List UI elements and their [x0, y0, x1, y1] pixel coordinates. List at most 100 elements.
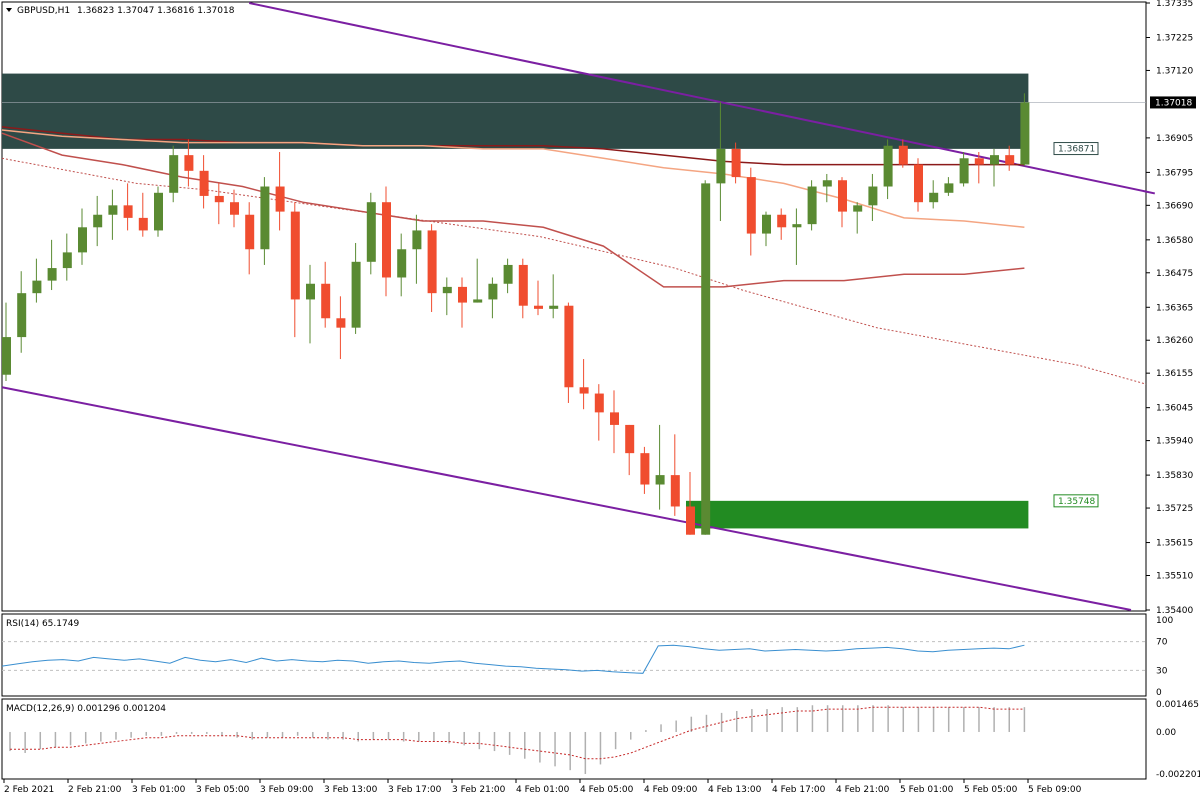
- candle-bull: [822, 180, 832, 187]
- candle-bear: [731, 148, 741, 178]
- candle-bull: [351, 261, 361, 328]
- price-tick-label: 1.37225: [1156, 34, 1193, 44]
- candle-bear: [427, 230, 437, 294]
- level-lower-box: [1053, 494, 1099, 508]
- candle-bear: [534, 305, 543, 309]
- candle-bear: [686, 506, 695, 535]
- level-upper-label: 1.36871: [1058, 145, 1095, 155]
- rsi-label: RSI(14) 65.1749: [6, 619, 79, 629]
- time-tick-label: 4 Feb 01:00: [516, 785, 570, 795]
- ma-dotted-line: [1, 157, 1147, 385]
- rsi-line: [1, 644, 1025, 674]
- time-axis: 2 Feb 2021 2 Feb 21:00 3 Feb 01:00 3 Feb 05…: [3, 779, 1082, 795]
- candle-bull: [260, 186, 270, 250]
- time-tick-label: 3 Feb 21:00: [452, 785, 506, 795]
- candle-bull: [108, 205, 118, 215]
- time-tick-label: 2 Feb 2021: [4, 785, 54, 795]
- current-price-box: [1150, 96, 1196, 109]
- candle-bull: [93, 214, 103, 228]
- candle-bull: [169, 155, 179, 193]
- candle-bear: [184, 155, 194, 171]
- candle-bear: [564, 305, 574, 388]
- price-tick-label: 1.36690: [1156, 201, 1193, 211]
- time-tick-label: 4 Feb 09:00: [644, 785, 698, 795]
- time-tick-label: 3 Feb 17:00: [388, 785, 442, 795]
- price-tick-label: 1.37335: [1156, 0, 1193, 9]
- candle-bear: [458, 286, 467, 303]
- candle-bull: [397, 249, 407, 278]
- candle-bull: [62, 252, 72, 269]
- candle-bull: [503, 264, 513, 284]
- candle-bear: [746, 177, 756, 234]
- time-tick-label: 4 Feb 21:00: [836, 785, 890, 795]
- symbol-dropdown-icon[interactable]: [6, 8, 12, 12]
- price-axis: 1.37335 1.37225 1.37120 1.36905 1.36795 1.366…: [1053, 0, 1196, 616]
- rsi-tick-label: 70: [1156, 638, 1168, 648]
- time-tick-label: 2 Feb 21:00: [68, 785, 122, 795]
- current-price-label: 1.37018: [1155, 98, 1192, 108]
- price-tick-label: 1.36475: [1156, 269, 1193, 279]
- candle-bear: [321, 283, 331, 319]
- level-upper-box: [1053, 142, 1099, 156]
- candle-bear: [640, 453, 650, 485]
- candle-bull: [17, 293, 27, 338]
- candle-bull: [959, 158, 969, 184]
- price-tick-label: 1.35830: [1156, 471, 1193, 481]
- channel-layer: [1, 2, 1156, 611]
- candle-bear: [777, 214, 787, 228]
- price-tick-label: 1.37120: [1156, 66, 1193, 76]
- macd-tick-label: 0.001465: [1156, 700, 1199, 710]
- candle-bull: [807, 186, 817, 225]
- macd-tick-label: -0.002201: [1156, 770, 1200, 780]
- candle-bull: [929, 192, 939, 203]
- candle-bull: [412, 230, 422, 250]
- price-tick-label: 1.35940: [1156, 437, 1193, 447]
- time-tick-label: 4 Feb 17:00: [772, 785, 826, 795]
- candle-bull: [792, 224, 802, 228]
- price-tick-label: 1.36365: [1156, 303, 1193, 313]
- candle-bull: [762, 214, 771, 234]
- price-tick-label: 1.36580: [1156, 236, 1193, 246]
- time-tick-label: 3 Feb 09:00: [260, 785, 314, 795]
- candle-bull: [716, 148, 726, 184]
- candle-bear: [594, 393, 604, 413]
- candle-bear: [336, 318, 346, 328]
- candle-bull: [78, 227, 87, 253]
- candle-bear: [898, 145, 908, 165]
- candle-bull: [32, 280, 42, 294]
- level-lower-label: 1.35748: [1058, 497, 1095, 507]
- price-tick-label: 1.35725: [1156, 504, 1193, 514]
- candle-bull: [990, 155, 999, 165]
- support-zone: [686, 500, 1029, 529]
- time-tick-label: 3 Feb 05:00: [196, 785, 250, 795]
- time-tick-label: 5 Feb 05:00: [964, 785, 1018, 795]
- candle-bear: [579, 387, 589, 394]
- candle-bull: [1020, 102, 1030, 165]
- candle-bear: [670, 475, 680, 507]
- candle-bear: [518, 264, 528, 306]
- candle-bull: [473, 299, 483, 303]
- symbol-label: GBPUSD,H1: [17, 6, 70, 16]
- candle-bear: [275, 186, 285, 212]
- macd-signal-line: [10, 706, 1025, 760]
- candle-bull: [366, 202, 376, 262]
- channel-lower-line: [1, 386, 1132, 611]
- time-tick-label: 4 Feb 05:00: [580, 785, 634, 795]
- candle-bull: [154, 192, 163, 231]
- candle-bull: [442, 286, 452, 294]
- candle-bull: [853, 205, 863, 212]
- candle-bull: [944, 183, 954, 193]
- candle-bull: [549, 305, 559, 309]
- candle-bear: [914, 164, 923, 203]
- rsi-panel-frame: [1, 613, 1147, 697]
- candle-bull: [655, 475, 665, 485]
- ma-light-line: [1, 129, 1025, 229]
- rsi-tick-label: 0: [1156, 688, 1162, 698]
- candle-bull: [488, 283, 498, 300]
- macd-tick-label: 0.00: [1156, 728, 1176, 738]
- candle-bear: [625, 424, 635, 454]
- candle-bull: [2, 337, 11, 375]
- zones-layer: [2, 73, 1146, 529]
- price-tick-label: 1.36155: [1156, 369, 1193, 379]
